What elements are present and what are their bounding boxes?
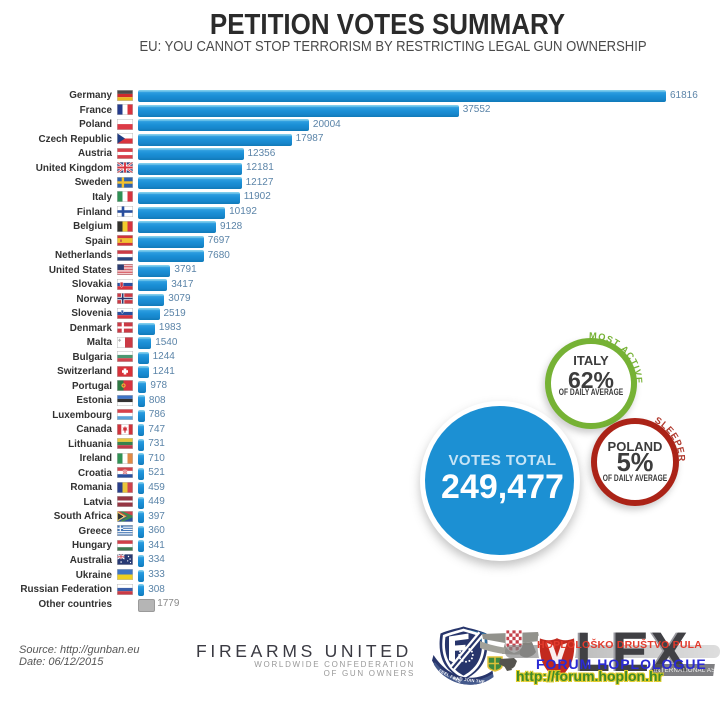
svg-text:AND JOIN THE CHANGE: AND JOIN THE CHANGE xyxy=(453,676,500,687)
svg-text:SLEEPER: SLEEPER xyxy=(653,415,687,462)
svg-text:MOST ACTIVE: MOST ACTIVE xyxy=(589,331,644,385)
